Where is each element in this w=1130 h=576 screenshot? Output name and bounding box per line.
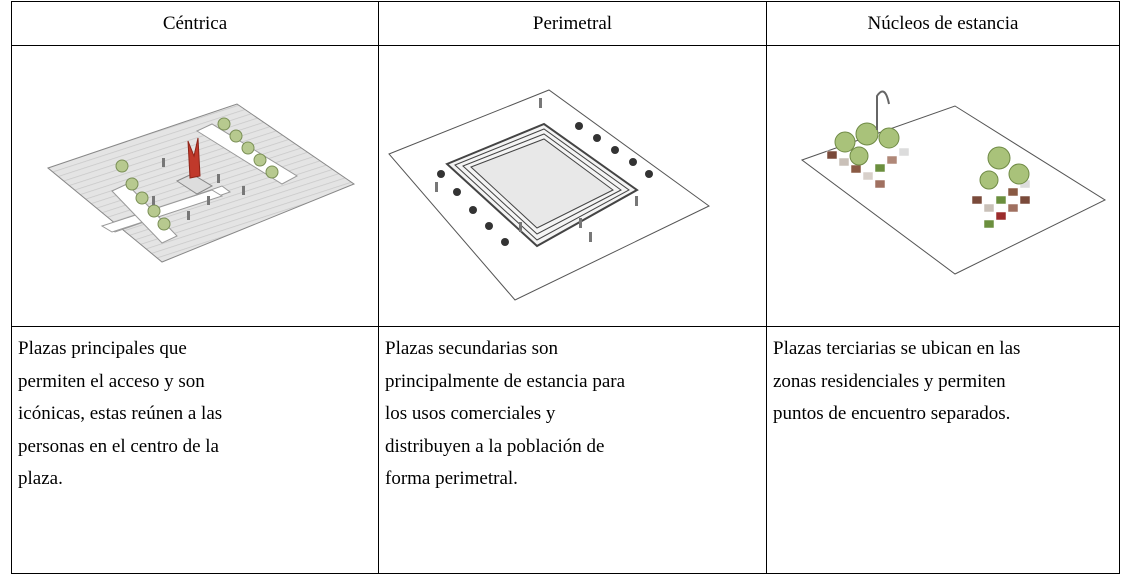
image-cell <box>11 45 379 327</box>
description-line: permiten el acceso y son <box>18 370 205 392</box>
description-cell: Plazas terciarias se ubican en las zonas … <box>766 326 1120 574</box>
description-line: Plazas principales que <box>18 338 187 359</box>
nuclei-illustration <box>800 90 1107 275</box>
header-row: Céntrica Perimetral Núcleos de estancia <box>11 1 1120 46</box>
centric-illustration <box>46 103 356 263</box>
description-line: los usos comerciales y <box>385 403 556 424</box>
header-cell: Núcleos de estancia <box>766 1 1120 46</box>
perimetral-illustration <box>388 89 710 301</box>
description-line: forma perimetral. <box>385 468 518 489</box>
image-row <box>11 45 1120 327</box>
description-line: zonas residenciales y permiten <box>773 370 1006 392</box>
header-cell: Céntrica <box>11 1 379 46</box>
description-line: principalmente de estancia para <box>385 370 626 392</box>
plaza-table: Céntrica Perimetral Núcleos de estancia <box>11 1 1120 574</box>
description-line: Plazas terciarias se ubican en las <box>773 338 1021 359</box>
description-line: personas en el centro de la <box>18 435 219 457</box>
image-cell <box>378 45 767 327</box>
description-line: distribuyen a la población de <box>385 435 605 457</box>
text-row: Plazas principales que permiten el acceso… <box>11 326 1120 574</box>
image-cell <box>766 45 1120 327</box>
description-line: icónicas, estas reúnen a las <box>18 403 223 424</box>
description-cell: Plazas secundarias son principalmente de … <box>378 326 767 574</box>
description-line: plaza. <box>18 468 63 489</box>
description-cell: Plazas principales que permiten el acceso… <box>11 326 379 574</box>
header-cell: Perimetral <box>378 1 767 46</box>
description-line: Plazas secundarias son <box>385 338 559 359</box>
description-line: puntos de encuentro separados. <box>773 403 1011 424</box>
